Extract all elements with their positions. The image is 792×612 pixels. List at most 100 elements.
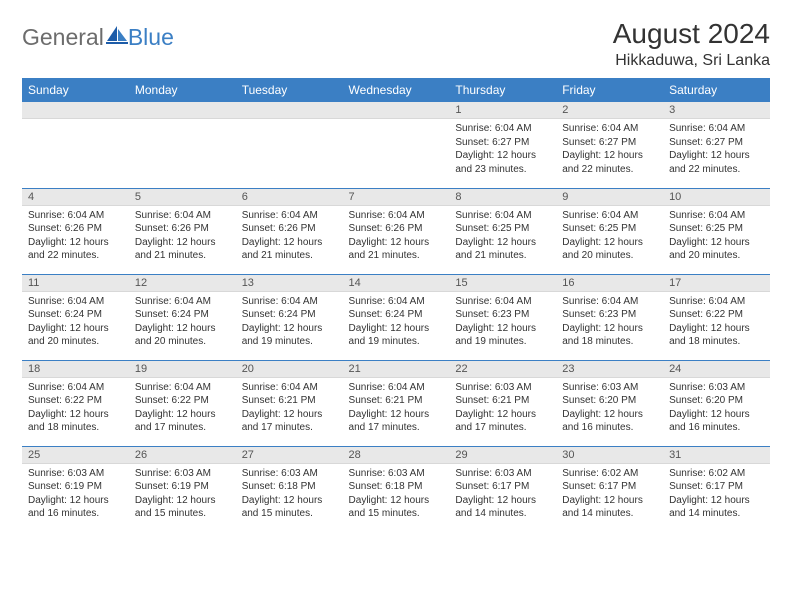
daylight-line: Daylight: 12 hours and 17 minutes. [135,408,230,435]
calendar-day: 25Sunrise: 6:03 AMSunset: 6:19 PMDayligh… [22,446,129,532]
sunrise-line: Sunrise: 6:04 AM [669,209,764,223]
sunrise-line: Sunrise: 6:03 AM [669,381,764,395]
daylight-line: Daylight: 12 hours and 21 minutes. [349,236,444,263]
daylight-line: Daylight: 12 hours and 18 minutes. [562,322,657,349]
daylight-line: Daylight: 12 hours and 18 minutes. [28,408,123,435]
calendar-day: 1Sunrise: 6:04 AMSunset: 6:27 PMDaylight… [449,102,556,188]
daylight-line: Daylight: 12 hours and 15 minutes. [349,494,444,521]
calendar-day: 14Sunrise: 6:04 AMSunset: 6:24 PMDayligh… [343,274,450,360]
daylight-line: Daylight: 12 hours and 20 minutes. [562,236,657,263]
day-number [22,102,129,119]
sunset-line: Sunset: 6:25 PM [669,222,764,236]
day-content: Sunrise: 6:04 AMSunset: 6:24 PMDaylight:… [343,292,450,353]
calendar-day: 20Sunrise: 6:04 AMSunset: 6:21 PMDayligh… [236,360,343,446]
calendar-day: 11Sunrise: 6:04 AMSunset: 6:24 PMDayligh… [22,274,129,360]
sunrise-line: Sunrise: 6:03 AM [562,381,657,395]
daylight-line: Daylight: 12 hours and 16 minutes. [669,408,764,435]
calendar-day: 9Sunrise: 6:04 AMSunset: 6:25 PMDaylight… [556,188,663,274]
sunset-line: Sunset: 6:26 PM [242,222,337,236]
daylight-line: Daylight: 12 hours and 16 minutes. [562,408,657,435]
calendar-day: 17Sunrise: 6:04 AMSunset: 6:22 PMDayligh… [663,274,770,360]
day-number [129,102,236,119]
day-header: Saturday [663,78,770,102]
sunrise-line: Sunrise: 6:03 AM [135,467,230,481]
sunrise-line: Sunrise: 6:04 AM [455,209,550,223]
day-content: Sunrise: 6:04 AMSunset: 6:24 PMDaylight:… [236,292,343,353]
calendar-day: 31Sunrise: 6:02 AMSunset: 6:17 PMDayligh… [663,446,770,532]
daylight-line: Daylight: 12 hours and 21 minutes. [135,236,230,263]
daylight-line: Daylight: 12 hours and 17 minutes. [242,408,337,435]
calendar-day: 10Sunrise: 6:04 AMSunset: 6:25 PMDayligh… [663,188,770,274]
sunrise-line: Sunrise: 6:04 AM [669,295,764,309]
calendar-day: 21Sunrise: 6:04 AMSunset: 6:21 PMDayligh… [343,360,450,446]
sunrise-line: Sunrise: 6:04 AM [562,122,657,136]
calendar-day: 12Sunrise: 6:04 AMSunset: 6:24 PMDayligh… [129,274,236,360]
sunset-line: Sunset: 6:26 PM [349,222,444,236]
day-content: Sunrise: 6:04 AMSunset: 6:21 PMDaylight:… [236,378,343,439]
calendar-day [343,102,450,188]
sunset-line: Sunset: 6:25 PM [455,222,550,236]
day-number: 16 [556,275,663,292]
sunrise-line: Sunrise: 6:04 AM [135,295,230,309]
calendar-day: 6Sunrise: 6:04 AMSunset: 6:26 PMDaylight… [236,188,343,274]
sunset-line: Sunset: 6:20 PM [669,394,764,408]
title-block: August 2024 Hikkaduwa, Sri Lanka [613,18,770,70]
header: General Blue August 2024 Hikkaduwa, Sri … [22,18,770,70]
sunset-line: Sunset: 6:25 PM [562,222,657,236]
day-content: Sunrise: 6:04 AMSunset: 6:22 PMDaylight:… [663,292,770,353]
sunrise-line: Sunrise: 6:04 AM [349,381,444,395]
sunset-line: Sunset: 6:23 PM [562,308,657,322]
calendar-day: 26Sunrise: 6:03 AMSunset: 6:19 PMDayligh… [129,446,236,532]
day-content: Sunrise: 6:04 AMSunset: 6:27 PMDaylight:… [556,119,663,180]
day-content: Sunrise: 6:04 AMSunset: 6:24 PMDaylight:… [129,292,236,353]
day-header: Tuesday [236,78,343,102]
day-number: 24 [663,361,770,378]
day-number: 12 [129,275,236,292]
day-number: 9 [556,189,663,206]
day-number: 18 [22,361,129,378]
calendar-page: General Blue August 2024 Hikkaduwa, Sri … [0,0,792,546]
calendar-table: SundayMondayTuesdayWednesdayThursdayFrid… [22,78,770,532]
sunset-line: Sunset: 6:17 PM [669,480,764,494]
daylight-line: Daylight: 12 hours and 15 minutes. [242,494,337,521]
calendar-day [22,102,129,188]
daylight-line: Daylight: 12 hours and 19 minutes. [455,322,550,349]
sunset-line: Sunset: 6:21 PM [242,394,337,408]
day-content: Sunrise: 6:04 AMSunset: 6:25 PMDaylight:… [449,206,556,267]
calendar-day: 5Sunrise: 6:04 AMSunset: 6:26 PMDaylight… [129,188,236,274]
sunset-line: Sunset: 6:27 PM [669,136,764,150]
sunset-line: Sunset: 6:24 PM [349,308,444,322]
sunset-line: Sunset: 6:27 PM [455,136,550,150]
daylight-line: Daylight: 12 hours and 23 minutes. [455,149,550,176]
day-content: Sunrise: 6:04 AMSunset: 6:25 PMDaylight:… [556,206,663,267]
daylight-line: Daylight: 12 hours and 15 minutes. [135,494,230,521]
sunrise-line: Sunrise: 6:04 AM [562,295,657,309]
daylight-line: Daylight: 12 hours and 14 minutes. [455,494,550,521]
calendar-day: 15Sunrise: 6:04 AMSunset: 6:23 PMDayligh… [449,274,556,360]
day-content: Sunrise: 6:03 AMSunset: 6:19 PMDaylight:… [129,464,236,525]
day-number: 28 [343,447,450,464]
calendar-body: 1Sunrise: 6:04 AMSunset: 6:27 PMDaylight… [22,102,770,532]
calendar-day [236,102,343,188]
sunset-line: Sunset: 6:23 PM [455,308,550,322]
day-content: Sunrise: 6:04 AMSunset: 6:27 PMDaylight:… [449,119,556,180]
sunset-line: Sunset: 6:19 PM [28,480,123,494]
sunset-line: Sunset: 6:26 PM [135,222,230,236]
day-number [236,102,343,119]
day-content: Sunrise: 6:04 AMSunset: 6:26 PMDaylight:… [236,206,343,267]
day-number: 13 [236,275,343,292]
calendar-day: 18Sunrise: 6:04 AMSunset: 6:22 PMDayligh… [22,360,129,446]
day-content: Sunrise: 6:03 AMSunset: 6:20 PMDaylight:… [663,378,770,439]
day-content: Sunrise: 6:03 AMSunset: 6:19 PMDaylight:… [22,464,129,525]
daylight-line: Daylight: 12 hours and 14 minutes. [669,494,764,521]
day-number: 14 [343,275,450,292]
sunset-line: Sunset: 6:24 PM [242,308,337,322]
sunrise-line: Sunrise: 6:04 AM [135,209,230,223]
day-number: 26 [129,447,236,464]
day-content: Sunrise: 6:04 AMSunset: 6:23 PMDaylight:… [556,292,663,353]
sunrise-line: Sunrise: 6:03 AM [28,467,123,481]
sunrise-line: Sunrise: 6:04 AM [28,209,123,223]
day-number: 15 [449,275,556,292]
day-content: Sunrise: 6:04 AMSunset: 6:26 PMDaylight:… [129,206,236,267]
day-content: Sunrise: 6:02 AMSunset: 6:17 PMDaylight:… [663,464,770,525]
